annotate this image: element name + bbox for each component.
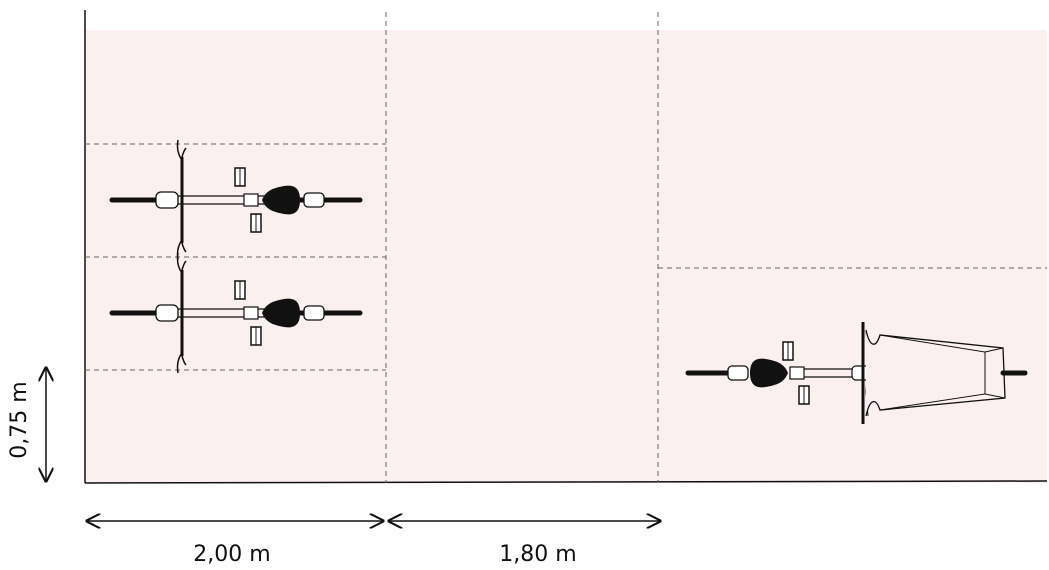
- dimension-label-height: 0,75 m: [7, 381, 32, 458]
- dashed-grid: [85, 12, 1047, 483]
- dimension-label-width-right: 1,80 m: [499, 542, 576, 567]
- dimension-label-width-left: 2,00 m: [193, 542, 270, 567]
- cargo-bicycle-icon: [685, 322, 1028, 424]
- bottom-boundary-line: [84, 480, 1048, 484]
